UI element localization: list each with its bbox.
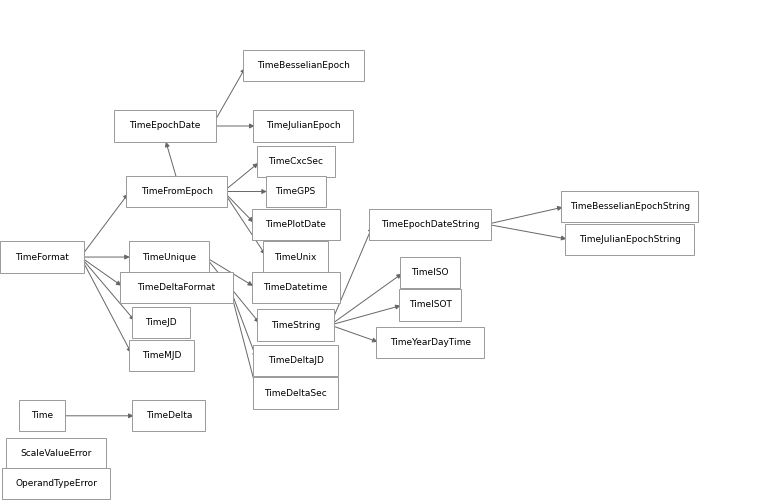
FancyBboxPatch shape: [253, 345, 338, 376]
FancyBboxPatch shape: [266, 176, 326, 207]
Text: TimeJD: TimeJD: [145, 318, 177, 327]
FancyBboxPatch shape: [399, 289, 461, 321]
FancyBboxPatch shape: [253, 110, 353, 142]
Text: TimeDeltaJD: TimeDeltaJD: [268, 356, 323, 365]
Text: TimeMJD: TimeMJD: [141, 351, 181, 360]
FancyBboxPatch shape: [114, 110, 216, 142]
FancyBboxPatch shape: [369, 209, 491, 240]
FancyBboxPatch shape: [252, 272, 339, 303]
Text: TimeDelta: TimeDelta: [146, 411, 192, 420]
FancyBboxPatch shape: [253, 377, 338, 409]
Text: TimeJulianEpochString: TimeJulianEpochString: [579, 235, 680, 244]
FancyBboxPatch shape: [257, 309, 334, 341]
FancyBboxPatch shape: [120, 272, 233, 303]
Text: TimeCxcSec: TimeCxcSec: [268, 157, 323, 166]
Text: TimeBesselianEpoch: TimeBesselianEpoch: [257, 61, 349, 70]
FancyBboxPatch shape: [19, 400, 65, 431]
Text: TimePlotDate: TimePlotDate: [265, 220, 326, 229]
Text: TimeDeltaSec: TimeDeltaSec: [264, 389, 327, 398]
Text: ScaleValueError: ScaleValueError: [21, 449, 91, 458]
FancyBboxPatch shape: [561, 191, 698, 222]
FancyBboxPatch shape: [0, 241, 84, 273]
Text: TimeISOT: TimeISOT: [409, 300, 452, 309]
Text: TimeJulianEpoch: TimeJulianEpoch: [266, 121, 341, 131]
FancyBboxPatch shape: [128, 340, 194, 371]
Text: TimeEpochDate: TimeEpochDate: [130, 121, 200, 131]
Text: OperandTypeError: OperandTypeError: [15, 479, 97, 488]
Text: TimeGPS: TimeGPS: [276, 187, 316, 196]
Text: TimeISO: TimeISO: [412, 268, 449, 277]
FancyBboxPatch shape: [243, 50, 364, 81]
Text: TimeUnique: TimeUnique: [142, 253, 196, 262]
FancyBboxPatch shape: [128, 241, 209, 273]
FancyBboxPatch shape: [126, 176, 227, 207]
FancyBboxPatch shape: [252, 209, 339, 240]
Text: TimeString: TimeString: [271, 321, 320, 330]
Text: TimeYearDayTime: TimeYearDayTime: [389, 338, 471, 347]
FancyBboxPatch shape: [376, 327, 484, 358]
Text: TimeUnix: TimeUnix: [274, 253, 317, 262]
Text: TimeFromEpoch: TimeFromEpoch: [141, 187, 213, 196]
FancyBboxPatch shape: [565, 224, 694, 255]
Text: TimeBesselianEpochString: TimeBesselianEpochString: [570, 202, 690, 211]
FancyBboxPatch shape: [400, 257, 460, 288]
FancyBboxPatch shape: [132, 307, 190, 338]
Text: TimeDeltaFormat: TimeDeltaFormat: [137, 283, 216, 292]
FancyBboxPatch shape: [6, 438, 106, 469]
FancyBboxPatch shape: [263, 241, 329, 273]
Text: Time: Time: [31, 411, 53, 420]
FancyBboxPatch shape: [2, 468, 110, 499]
Text: TimeEpochDateString: TimeEpochDateString: [381, 220, 479, 229]
FancyBboxPatch shape: [132, 400, 205, 431]
Text: TimeDatetime: TimeDatetime: [263, 283, 328, 292]
FancyBboxPatch shape: [257, 146, 335, 177]
Text: TimeFormat: TimeFormat: [15, 253, 69, 262]
